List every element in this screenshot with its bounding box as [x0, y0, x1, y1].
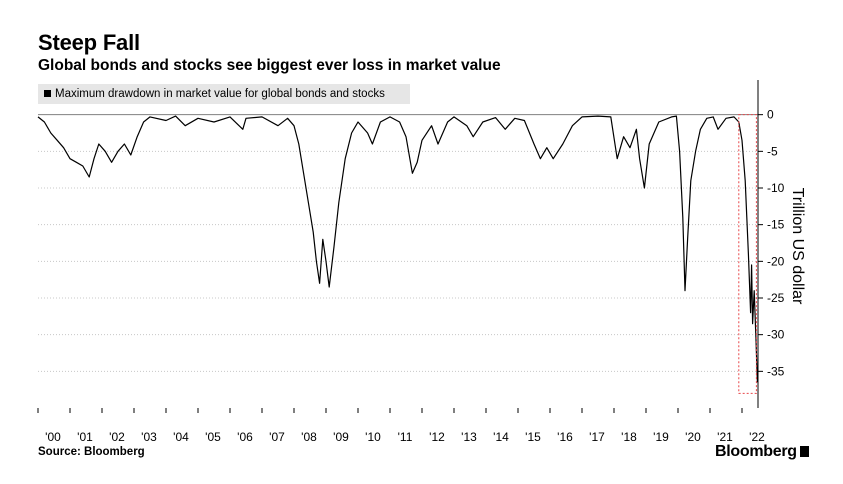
x-axis: '00 '01 '02 '03 '04 '05 '06 '07 '08 '09 '10 '11 '12 '…	[37, 408, 765, 444]
series-line	[37, 115, 758, 383]
x-tick-label: '22	[749, 430, 765, 444]
y-tick-label: -15	[767, 218, 785, 232]
brand-text: Bloomberg	[715, 443, 797, 460]
legend-label: Maximum drawdown in market value for glo…	[55, 88, 385, 100]
x-tick-label: '06	[237, 430, 253, 444]
y-tick-label: 0	[767, 108, 774, 122]
x-tick-label: '07	[269, 430, 285, 444]
x-tick-label: '02	[109, 430, 125, 444]
source-note: Source: Bloomberg	[38, 446, 145, 458]
x-tick-label: '18	[621, 430, 637, 444]
x-tick-label: '12	[429, 430, 445, 444]
y-axis-title: Trillion US dollar	[789, 188, 806, 305]
chart-title: Steep Fall	[38, 30, 140, 55]
legend-swatch	[44, 90, 51, 97]
x-tick-label: '17	[589, 430, 605, 444]
x-tick-label: '03	[141, 430, 157, 444]
brand-mark-icon	[799, 446, 809, 457]
brand-logo: Bloomberg	[715, 443, 809, 461]
y-tick-label: -5	[767, 144, 778, 158]
y-tick-label: -10	[767, 181, 785, 195]
x-tick-label: '15	[525, 430, 541, 444]
chart-subtitle: Global bonds and stocks see biggest ever…	[38, 57, 501, 74]
x-tick-label: '21	[717, 430, 733, 444]
y-axis: 0 -5 -10 -15 -20 -25 -30 -35	[757, 80, 785, 408]
y-tick-label: -20	[767, 254, 785, 268]
x-tick-label: '00	[45, 430, 61, 444]
x-tick-label: '01	[77, 430, 93, 444]
y-tick-label: -25	[767, 291, 785, 305]
x-tick-label: '09	[333, 430, 349, 444]
y-tick-label: -35	[767, 364, 785, 378]
grid-lines	[38, 114, 758, 372]
y-tick-label: -30	[767, 328, 785, 342]
x-tick-label: '19	[653, 430, 669, 444]
x-tick-label: '13	[461, 430, 477, 444]
x-tick-label: '04	[173, 430, 189, 444]
legend: Maximum drawdown in market value for glo…	[38, 84, 410, 104]
x-tick-label: '16	[557, 430, 573, 444]
x-tick-label: '08	[301, 430, 317, 444]
x-tick-label: '11	[398, 430, 413, 444]
highlight-box	[738, 114, 757, 394]
x-tick-label: '20	[685, 430, 701, 444]
x-tick-label: '05	[205, 430, 221, 444]
x-tick-label: '10	[365, 430, 381, 444]
x-tick-label: '14	[493, 430, 509, 444]
